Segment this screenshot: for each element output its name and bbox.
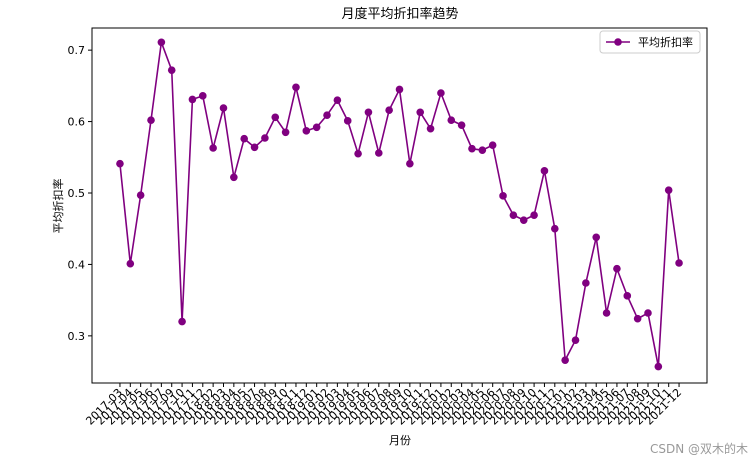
point — [178, 317, 186, 326]
point — [323, 111, 331, 119]
x-axis-label: 月份 — [389, 434, 411, 447]
point — [292, 83, 300, 92]
watermark: CSDN @双木的木 — [650, 441, 748, 456]
y-tick-label: 0.3 — [68, 330, 86, 343]
point — [406, 159, 414, 168]
legend-marker — [614, 38, 622, 46]
point — [281, 128, 290, 137]
y-axis-label: 平均折扣率 — [51, 179, 65, 234]
y-tick-label: 0.4 — [68, 258, 86, 271]
point — [561, 356, 569, 364]
point — [644, 309, 652, 317]
point — [582, 279, 590, 287]
point — [198, 92, 207, 100]
point — [509, 211, 518, 219]
point — [157, 38, 166, 47]
point — [457, 121, 466, 129]
point — [675, 259, 683, 267]
y-tick-label: 0.7 — [68, 44, 86, 57]
point — [426, 124, 435, 133]
point — [116, 159, 124, 168]
point — [654, 362, 663, 371]
point — [623, 292, 632, 300]
point — [633, 314, 642, 323]
point — [530, 211, 538, 219]
point — [488, 141, 497, 149]
point — [261, 134, 269, 142]
point — [385, 106, 393, 114]
y-tick-label: 0.5 — [68, 187, 86, 200]
point — [664, 186, 673, 194]
point — [250, 143, 259, 152]
point — [499, 192, 507, 200]
point — [302, 127, 311, 135]
point — [374, 149, 383, 157]
point — [209, 144, 217, 152]
point — [354, 149, 362, 158]
point — [395, 85, 404, 94]
point — [230, 173, 238, 182]
point — [364, 108, 373, 117]
point — [271, 113, 280, 122]
point — [478, 146, 487, 154]
point — [540, 167, 549, 175]
point — [240, 134, 248, 143]
point — [333, 96, 342, 104]
plot-area — [91, 27, 708, 384]
point — [416, 108, 425, 117]
point — [219, 104, 228, 112]
legend-label: 平均折扣率 — [638, 35, 693, 49]
point — [437, 89, 445, 97]
y-tick-label: 0.6 — [68, 116, 86, 129]
point — [167, 66, 176, 74]
point — [468, 144, 476, 153]
point — [602, 309, 611, 317]
point — [136, 191, 145, 199]
point — [188, 95, 197, 104]
point — [312, 123, 321, 132]
point — [592, 233, 601, 242]
point — [519, 216, 528, 224]
legend: 平均折扣率 — [599, 30, 701, 54]
point — [551, 224, 559, 233]
legend-box — [599, 30, 701, 54]
point — [571, 336, 580, 344]
point — [447, 116, 456, 124]
point — [147, 116, 155, 124]
point — [613, 264, 621, 273]
point — [343, 117, 352, 125]
chart-title: 月度平均折扣率趋势 — [341, 6, 458, 22]
point — [126, 259, 135, 268]
